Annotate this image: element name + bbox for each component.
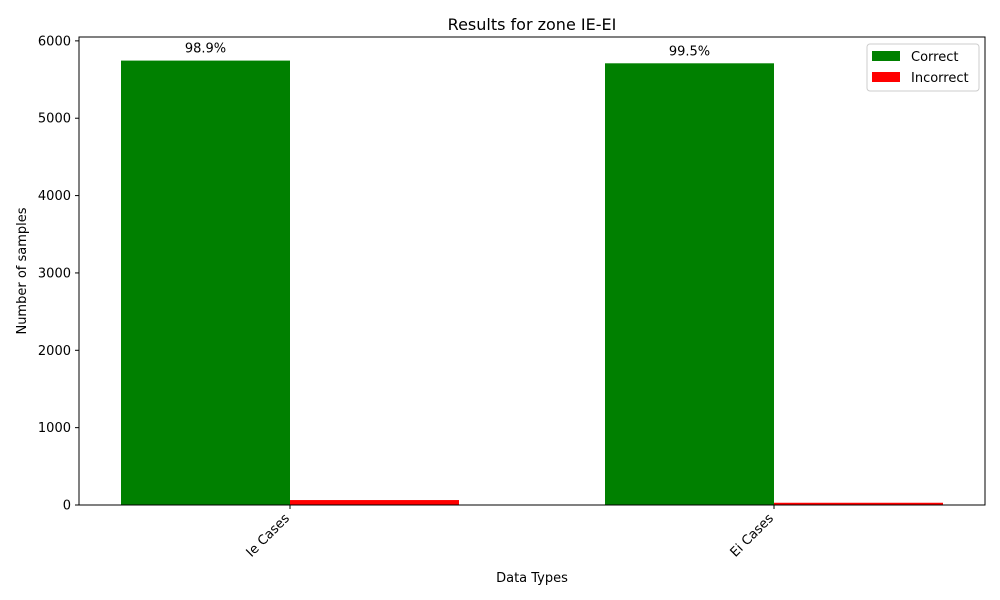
bar-correct-ie-cases [121, 60, 290, 506]
y-tick-label: 3000 [38, 266, 71, 281]
bar-correct-ei-cases [605, 63, 774, 505]
y-tick-label: 1000 [38, 421, 71, 436]
y-tick-label: 4000 [38, 189, 71, 204]
x-tick-label: Ie Cases [244, 511, 293, 560]
legend: Correct Incorrect [866, 43, 980, 92]
bars-group [121, 60, 943, 506]
data-labels-group: 98.9% 99.5% [185, 42, 710, 60]
bar-incorrect-ie-cases [290, 500, 459, 505]
y-tick-label: 6000 [38, 34, 71, 49]
legend-label-correct: Correct [911, 50, 958, 65]
chart-title: Results for zone IE-EI [448, 15, 617, 34]
y-axis-label: Number of samples [15, 207, 30, 334]
plot-frame [78, 36, 986, 506]
y-tick-label: 5000 [38, 112, 71, 127]
y-tick-label: 0 [63, 499, 71, 514]
x-axis-ticks: Ie Cases Ei Cases [244, 505, 777, 560]
legend-swatch-correct [872, 51, 900, 61]
data-label: 99.5% [669, 44, 710, 59]
x-tick-label: Ei Cases [728, 511, 777, 560]
legend-swatch-incorrect [872, 72, 900, 82]
bar-incorrect-ei-cases [774, 502, 943, 505]
y-axis-ticks: 0 1000 2000 3000 4000 5000 6000 [38, 34, 79, 514]
x-axis-label: Data Types [496, 571, 568, 586]
data-label: 98.9% [185, 42, 226, 57]
y-tick-label: 2000 [38, 344, 71, 359]
legend-label-incorrect: Incorrect [911, 71, 969, 86]
